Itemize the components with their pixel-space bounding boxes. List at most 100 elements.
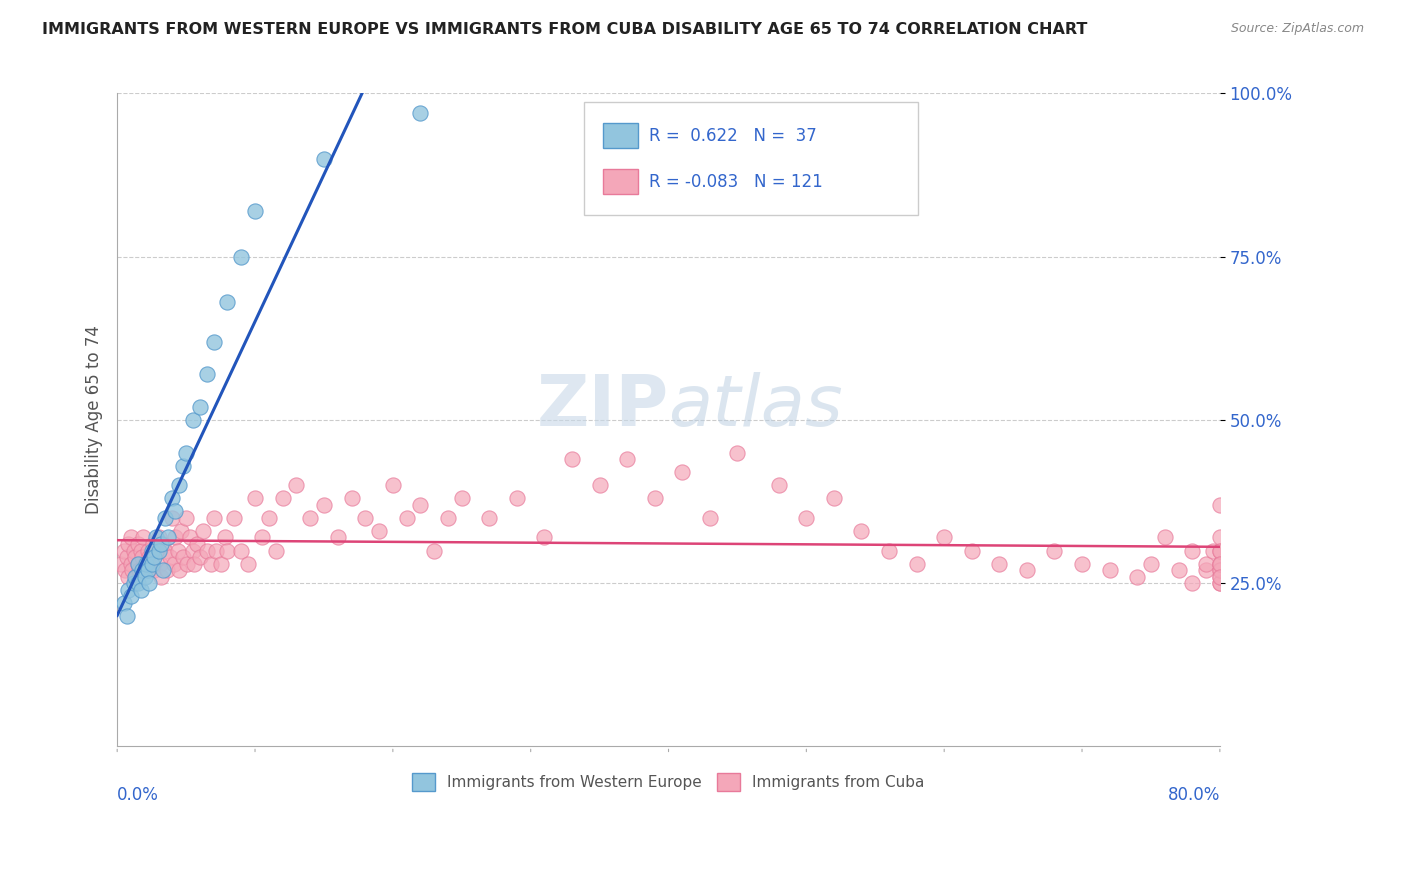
Point [1209,563,1232,577]
Point [117,569,139,583]
Point [145,531,167,545]
Point [1209,557,1232,571]
Point [149,557,172,571]
Point [1209,569,1232,583]
Point [141,557,163,571]
Point [136,563,159,577]
Point [128,563,150,577]
Point [877,543,900,558]
Point [725,445,748,459]
Point [823,491,845,506]
Point [616,452,638,467]
Point [155,511,177,525]
Point [166,543,188,558]
Point [195,367,218,381]
Point [157,531,180,545]
Point [156,563,179,577]
Text: ZIP: ZIP [536,372,668,442]
Point [1195,557,1218,571]
Point [172,458,194,473]
Point [1043,543,1066,558]
Point [699,511,721,525]
Point [478,511,501,525]
Point [214,531,236,545]
Point [506,491,529,506]
Point [125,569,148,583]
Point [120,589,142,603]
Point [381,478,404,492]
Point [167,478,190,492]
Point [152,563,174,577]
Point [437,511,460,525]
Point [450,491,472,506]
Point [205,543,228,558]
Point [134,569,156,583]
Point [1181,543,1204,558]
Point [186,537,208,551]
Point [112,543,135,558]
Point [312,152,335,166]
Point [120,557,142,571]
Point [131,563,153,577]
Point [172,549,194,564]
Point [148,531,170,545]
Point [138,576,160,591]
Point [174,511,197,525]
Point [326,531,349,545]
Point [127,557,149,571]
Point [202,511,225,525]
Point [143,549,166,564]
Point [1209,563,1232,577]
Point [195,543,218,558]
Point [181,543,204,558]
Point [165,504,187,518]
Point [588,478,610,492]
Point [796,511,818,525]
Point [423,543,446,558]
Point [142,537,165,551]
Point [162,511,184,525]
Point [129,582,152,597]
Point [231,543,253,558]
Point [127,576,149,591]
Point [271,491,294,506]
Point [285,478,308,492]
Point [644,491,666,506]
Point [1209,569,1232,583]
Point [1071,557,1094,571]
Point [217,295,239,310]
Point [181,413,204,427]
Point [243,203,266,218]
Point [150,569,173,583]
Point [202,334,225,349]
Point [155,543,177,558]
Point [299,511,322,525]
Point [1209,576,1232,591]
Text: R =  0.622   N =  37: R = 0.622 N = 37 [650,127,817,145]
Text: R = -0.083   N = 121: R = -0.083 N = 121 [650,173,823,191]
Point [409,106,432,120]
Point [217,543,239,558]
Point [150,537,173,551]
Point [127,557,149,571]
Point [188,400,211,414]
Text: atlas: atlas [668,372,844,442]
Point [138,549,160,564]
Point [671,465,693,479]
Point [768,478,790,492]
Point [115,549,138,564]
Point [145,543,167,558]
Point [176,557,198,571]
Point [1209,557,1232,571]
Point [1209,557,1232,571]
Point [143,563,166,577]
Point [1209,531,1232,545]
Point [162,491,184,506]
Point [250,531,273,545]
Text: Source: ZipAtlas.com: Source: ZipAtlas.com [1230,22,1364,36]
Text: IMMIGRANTS FROM WESTERN EUROPE VS IMMIGRANTS FROM CUBA DISABILITY AGE 65 TO 74 C: IMMIGRANTS FROM WESTERN EUROPE VS IMMIGR… [42,22,1088,37]
Point [135,557,157,571]
Legend: Immigrants from Western Europe, Immigrants from Cuba: Immigrants from Western Europe, Immigran… [406,767,931,797]
Point [148,543,170,558]
Point [174,445,197,459]
